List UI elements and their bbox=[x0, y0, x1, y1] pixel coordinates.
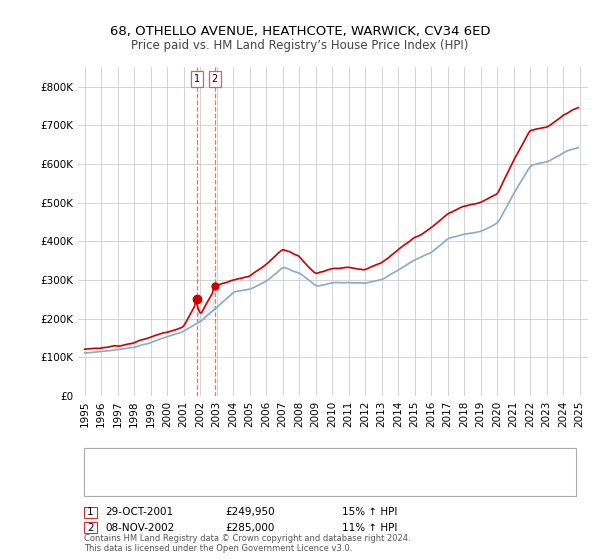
Text: 2: 2 bbox=[211, 74, 218, 84]
Text: ——: —— bbox=[93, 456, 118, 469]
Text: 68, OTHELLO AVENUE, HEATHCOTE, WARWICK, CV34 6ED: 68, OTHELLO AVENUE, HEATHCOTE, WARWICK, … bbox=[110, 25, 490, 38]
Text: 15% ↑ HPI: 15% ↑ HPI bbox=[342, 507, 397, 517]
Text: 29-OCT-2001: 29-OCT-2001 bbox=[105, 507, 173, 517]
Text: 2: 2 bbox=[87, 522, 94, 533]
Text: 1: 1 bbox=[87, 507, 94, 517]
Text: 1: 1 bbox=[194, 74, 200, 84]
Text: HPI: Average price, detached house, Warwick: HPI: Average price, detached house, Warw… bbox=[117, 479, 343, 489]
Text: 08-NOV-2002: 08-NOV-2002 bbox=[105, 522, 174, 533]
Text: Price paid vs. HM Land Registry’s House Price Index (HPI): Price paid vs. HM Land Registry’s House … bbox=[131, 39, 469, 52]
Text: ——: —— bbox=[93, 477, 118, 490]
Text: 11% ↑ HPI: 11% ↑ HPI bbox=[342, 522, 397, 533]
Text: £249,950: £249,950 bbox=[225, 507, 275, 517]
Text: Contains HM Land Registry data © Crown copyright and database right 2024.
This d: Contains HM Land Registry data © Crown c… bbox=[84, 534, 410, 553]
Text: £285,000: £285,000 bbox=[225, 522, 274, 533]
Text: 68, OTHELLO AVENUE, HEATHCOTE, WARWICK, CV34 6ED (detached house): 68, OTHELLO AVENUE, HEATHCOTE, WARWICK, … bbox=[117, 458, 494, 467]
